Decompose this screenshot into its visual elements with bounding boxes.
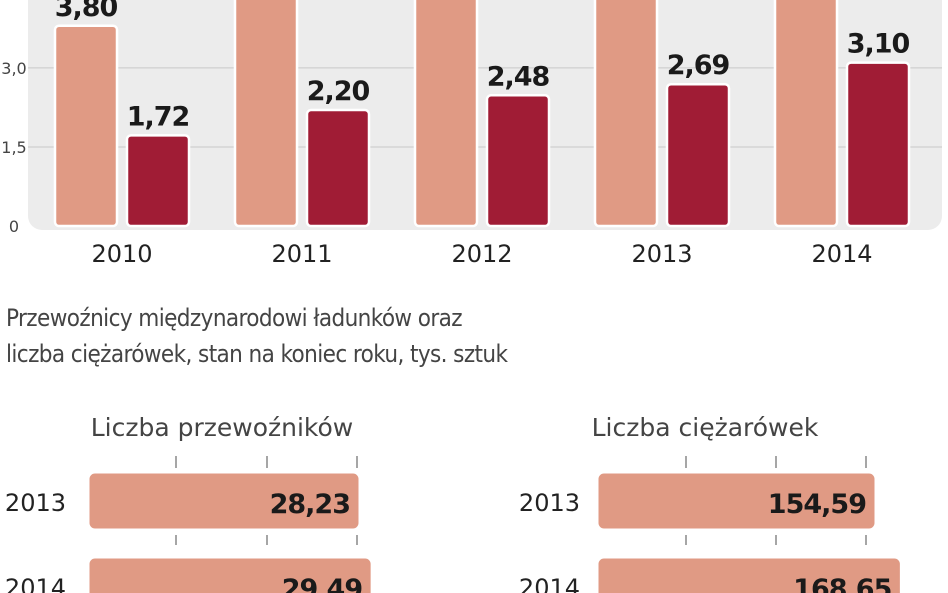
y-tick-label: 3,0 xyxy=(1,59,26,78)
x-tick-label: 2013 xyxy=(631,240,692,268)
category-label: 2013 xyxy=(519,489,580,517)
hbar xyxy=(86,470,362,532)
x-tick-label: 2012 xyxy=(451,240,512,268)
chart-title: Liczba ciężarówek xyxy=(592,413,819,442)
hbar xyxy=(86,555,374,593)
category-label: 2013 xyxy=(5,489,66,517)
bar-series-1 xyxy=(773,0,839,228)
hbar xyxy=(595,555,903,593)
bar-value-label: 28,23 xyxy=(270,489,350,520)
category-label: 2014 xyxy=(5,574,66,593)
x-tick-label: 2014 xyxy=(811,240,872,268)
bar-value-label: 2,48 xyxy=(487,61,550,92)
bar-series-2 xyxy=(125,134,191,228)
y-tick-label: 1,5 xyxy=(1,138,26,157)
caption-line-2: liczba ciężarówek, stan na koniec roku, … xyxy=(6,340,508,368)
bar-series-2 xyxy=(665,82,731,228)
bar-value-label: 2,20 xyxy=(307,76,370,107)
bar-value-label: 154,59 xyxy=(768,489,866,520)
bar-value-label: 168,65 xyxy=(793,574,891,593)
category-label: 2014 xyxy=(519,574,580,593)
bar-series-2 xyxy=(845,61,911,228)
bar-series-1 xyxy=(593,0,659,228)
bar-series-2 xyxy=(305,108,371,228)
bar-series-1 xyxy=(413,0,479,228)
bar-value-label: 3,10 xyxy=(847,29,910,60)
bar-value-label: 1,72 xyxy=(127,101,190,132)
bar-value-label: 29,49 xyxy=(282,574,363,593)
bar-value-label: 3,80 xyxy=(55,0,118,23)
hbar xyxy=(595,470,878,532)
x-tick-label: 2010 xyxy=(91,240,152,268)
y-tick-label: 0 xyxy=(9,217,19,236)
top-bar-chart: 3,80 1,72 2,20 2,48 2,69 3,10 0 1,5 3,0 2010 201… xyxy=(1,0,942,268)
bar-value-label: 2,69 xyxy=(667,50,730,81)
x-tick-label: 2011 xyxy=(271,240,332,268)
chart-title: Liczba przewoźników xyxy=(91,413,354,442)
caption: Przewoźnicy międzynarodowi ładunków oraz… xyxy=(6,300,508,372)
caption-line-1: Przewoźnicy międzynarodowi ładunków oraz xyxy=(6,304,463,332)
bar-series-1 xyxy=(53,24,119,228)
bar-series-2 xyxy=(485,94,551,228)
bar-series-1 xyxy=(233,0,299,228)
